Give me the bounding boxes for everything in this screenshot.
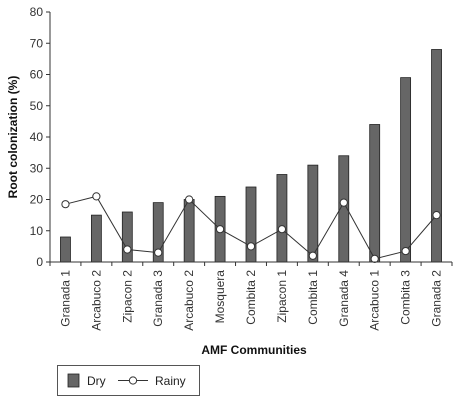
dry-bar <box>307 164 319 263</box>
y-tick-label: 20 <box>30 193 44 207</box>
rainy-point <box>123 245 132 254</box>
legend-dry-swatch <box>67 373 80 388</box>
y-axis-ticks: 0 10 20 30 40 50 60 70 80 <box>30 5 50 269</box>
x-category-label: Combita 3 <box>399 270 413 325</box>
y-tick-label: 40 <box>30 130 44 144</box>
y-tick-label: 70 <box>30 36 44 50</box>
x-category-label: Combita 2 <box>244 270 258 325</box>
legend-dry-label: Dry <box>87 374 106 388</box>
rainy-point <box>370 254 379 263</box>
x-category-label: Zipacon 2 <box>120 270 134 323</box>
y-tick-label: 60 <box>30 68 44 82</box>
x-category-label: Zipacon 1 <box>275 270 289 323</box>
rainy-point <box>61 200 70 209</box>
x-category-label: Mosquera <box>213 270 227 324</box>
x-category-label: Granada 4 <box>337 270 351 327</box>
rainy-point <box>185 195 194 204</box>
x-category-label: Arcabuco 1 <box>368 270 382 331</box>
legend-rainy-label: Rainy <box>155 374 186 388</box>
dry-bar <box>183 199 195 263</box>
x-axis-labels: Granada 1 Arcabuco 2 Zipacon 2 Granada 3 Arc… <box>49 262 453 331</box>
rainy-point <box>92 192 101 201</box>
legend-rainy-marker <box>128 376 138 385</box>
y-tick-label: 0 <box>36 255 43 269</box>
rainy-point <box>432 211 441 220</box>
dry-bar <box>60 236 71 263</box>
dry-bars <box>60 49 442 263</box>
rainy-point <box>246 242 256 251</box>
rainy-series <box>61 192 441 263</box>
dry-bar <box>431 49 442 263</box>
dry-bar <box>245 186 257 263</box>
dry-bar <box>369 124 381 263</box>
x-category-label: Granada 2 <box>430 270 444 327</box>
y-tick-label: 10 <box>30 224 44 238</box>
rainy-point <box>277 225 287 234</box>
legend: Dry Rainy <box>57 365 200 396</box>
y-tick-label: 30 <box>30 161 44 175</box>
x-category-label: Granada 1 <box>58 270 72 327</box>
rainy-point <box>339 198 348 207</box>
x-category-label: Granada 3 <box>151 270 165 327</box>
rainy-point <box>154 248 163 257</box>
y-tick-label: 50 <box>30 99 44 113</box>
rainy-point <box>308 251 317 260</box>
dry-bar <box>121 211 133 263</box>
x-category-label: Combita 1 <box>306 270 320 325</box>
x-axis-title: AMF Communities <box>201 343 307 357</box>
rainy-point <box>401 246 410 256</box>
y-tick-label: 80 <box>30 5 44 19</box>
dry-bar <box>400 77 412 263</box>
x-category-label: Arcabuco 2 <box>182 270 196 331</box>
dry-bar <box>90 214 102 263</box>
rainy-point <box>215 225 225 234</box>
x-category-label: Arcabuco 2 <box>89 270 103 331</box>
y-axis-title: Root colonization (%) <box>6 76 20 199</box>
dry-bar <box>276 174 288 263</box>
